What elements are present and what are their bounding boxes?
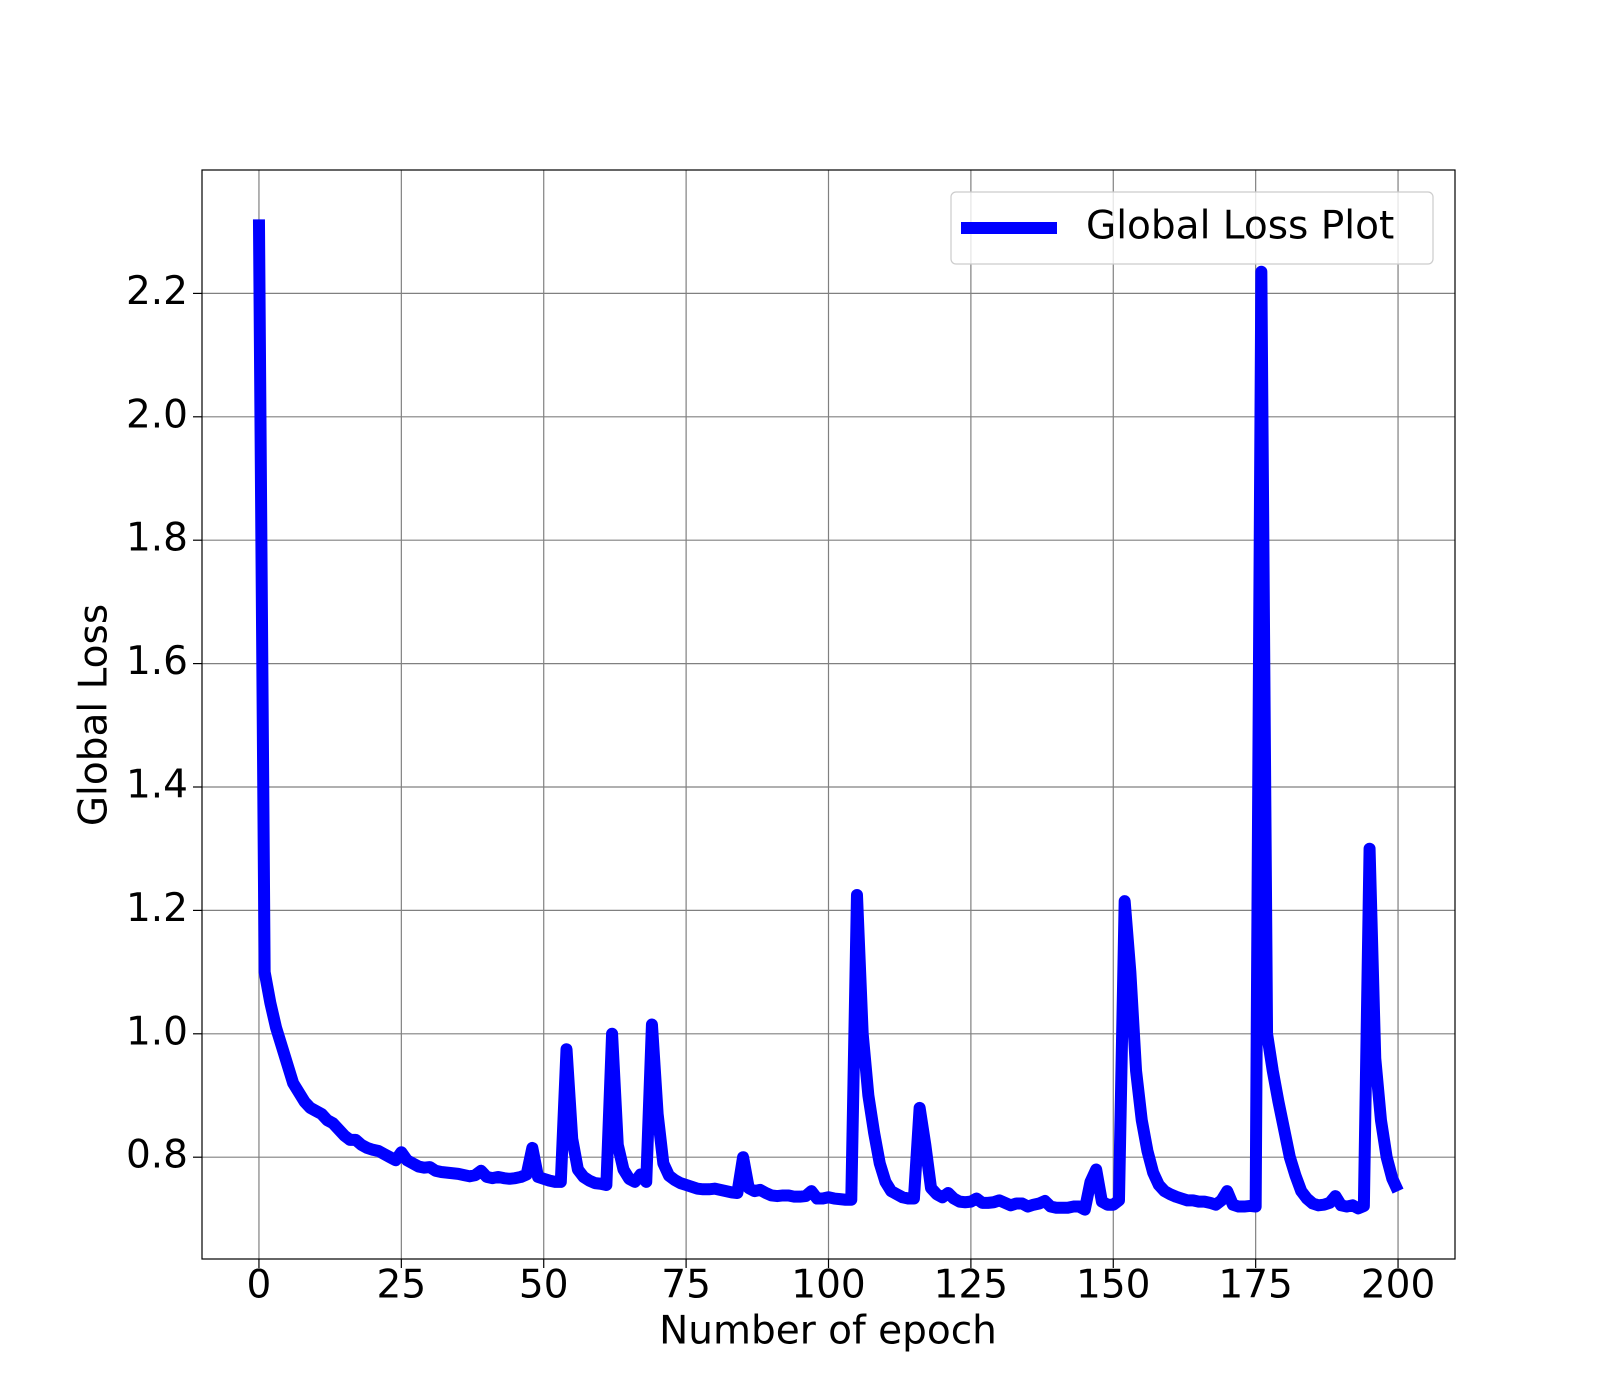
y-tick-label: 1.4: [126, 762, 188, 807]
x-tick-label: 200: [1361, 1263, 1435, 1308]
x-tick-label: 50: [519, 1263, 569, 1308]
plot-frame: [201, 169, 1456, 1260]
y-tick-label: 2.2: [126, 269, 188, 314]
x-tick-label: 25: [377, 1263, 427, 1308]
y-tick-label: 1.0: [126, 1009, 188, 1054]
x-axis-label: Number of epoch: [659, 1309, 997, 1354]
y-tick-label: 0.8: [126, 1133, 188, 1178]
data-line: [252, 219, 1404, 1216]
x-tick-label: 75: [661, 1263, 711, 1308]
y-axis-label: Global Loss: [72, 604, 117, 826]
x-tick-label: 150: [1076, 1263, 1150, 1308]
y-tick-label: 2.0: [126, 392, 188, 437]
x-tick-label: 0: [247, 1263, 272, 1308]
y-tick-label: 1.6: [126, 639, 188, 684]
x-tick-label: 125: [934, 1263, 1008, 1308]
x-tick-label: 175: [1218, 1263, 1292, 1308]
x-tick-label: 100: [791, 1263, 865, 1308]
y-tick-label: 1.2: [126, 886, 188, 931]
legend-label: Global Loss Plot: [1086, 204, 1394, 249]
legend-box: [950, 191, 1434, 265]
y-tick-label: 1.8: [126, 516, 188, 561]
